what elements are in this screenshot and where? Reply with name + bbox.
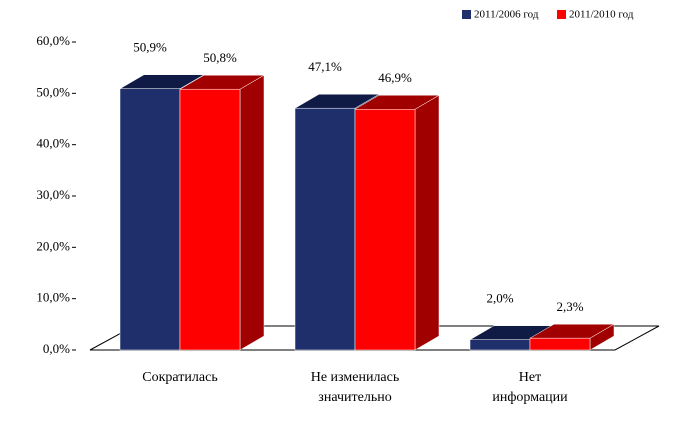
bar [119, 88, 181, 351]
y-tick-label: 50,0% [36, 84, 70, 99]
bar-side [239, 74, 265, 351]
x-tick-label: Сократилась [142, 370, 218, 385]
data-label: 50,9% [133, 40, 167, 55]
y-tick-label: 60,0% [36, 33, 70, 48]
data-label: 46,9% [378, 70, 412, 85]
legend-label: 2011/2010 год [569, 9, 634, 21]
bar [354, 108, 416, 351]
legend-label: 2011/2006 год [474, 9, 539, 21]
legend-swatch [462, 10, 471, 19]
y-tick-label: 40,0% [36, 136, 70, 151]
data-label: 50,8% [203, 50, 237, 65]
bar-side [414, 94, 440, 351]
floor [89, 325, 660, 351]
y-tick-label: 10,0% [36, 290, 70, 305]
data-label: 2,3% [556, 299, 583, 314]
x-tick-label: Нет информации [492, 370, 568, 405]
y-tick-label: 20,0% [36, 238, 70, 253]
bar [294, 107, 356, 351]
data-label: 47,1% [308, 59, 342, 74]
bar [179, 88, 241, 351]
y-tick-label: 0,0% [43, 341, 70, 356]
bar [529, 337, 591, 351]
x-tick-label: Не изменилась значительно [310, 370, 400, 405]
bar [469, 339, 531, 351]
legend-swatch [557, 10, 566, 19]
data-label: 2,0% [486, 291, 513, 306]
y-tick-label: 30,0% [36, 187, 70, 202]
